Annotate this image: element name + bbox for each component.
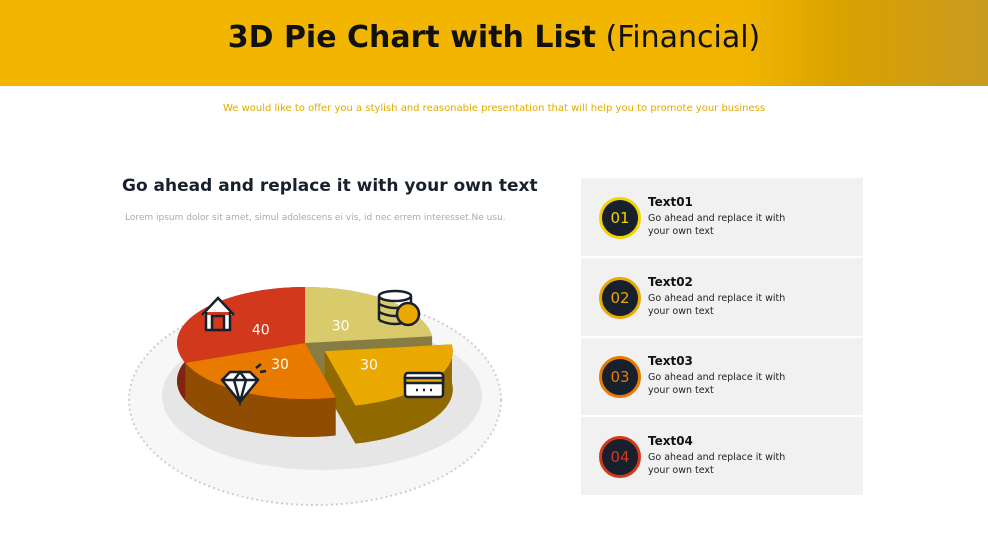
- icons: [201, 289, 445, 407]
- item-number: 03: [599, 356, 641, 398]
- title: 3D Pie Chart with List (Financial): [0, 20, 988, 55]
- body-text: Lorem ipsum dolor sit amet, simul adoles…: [125, 213, 506, 223]
- item-title: Text04: [648, 433, 693, 448]
- slice-side: [355, 344, 453, 444]
- list-item: 02 Text02 Go ahead and replace it with y…: [581, 258, 863, 338]
- title-main: 3D Pie Chart with List: [227, 20, 596, 55]
- list-panel: 01 Text01 Go ahead and replace it with y…: [581, 178, 863, 497]
- heading: Go ahead and replace it with your own te…: [122, 176, 538, 196]
- slice-label: 40: [252, 323, 270, 339]
- slice: [324, 344, 453, 406]
- slice: [177, 287, 305, 363]
- item-title: Text02: [648, 274, 693, 289]
- item-title: Text03: [648, 354, 693, 368]
- list-item: 03 Text03 Go ahead and replace it with y…: [581, 337, 863, 417]
- item-number: 02: [599, 276, 641, 319]
- pie-chart: 30 40 30 30: [128, 287, 502, 506]
- subtitle: We would like to offer you a stylish and…: [222, 103, 766, 114]
- slice-label: 30: [332, 318, 350, 334]
- item-title: Text01: [648, 195, 693, 209]
- item-number: 01: [599, 197, 641, 239]
- list-item: 04 Text04 Go ahead and replace it with y…: [581, 417, 863, 497]
- title-suffix: (Financial): [605, 20, 761, 55]
- header-band: [0, 0, 988, 86]
- slice-side: [324, 351, 356, 444]
- item-text: Go ahead and replace it with your own te…: [648, 292, 786, 317]
- slice: [305, 287, 433, 343]
- item-text: Go ahead and replace it with your own te…: [648, 451, 786, 476]
- item-number: 04: [599, 435, 641, 478]
- slice-label: 30: [271, 357, 289, 373]
- item-text: Go ahead and replace it with your own te…: [648, 372, 786, 396]
- slice-label: 30: [360, 358, 378, 374]
- slice-side: [185, 362, 336, 437]
- item-text: Go ahead and replace it with your own te…: [648, 213, 786, 237]
- list-item: 01 Text01 Go ahead and replace it with y…: [581, 178, 863, 258]
